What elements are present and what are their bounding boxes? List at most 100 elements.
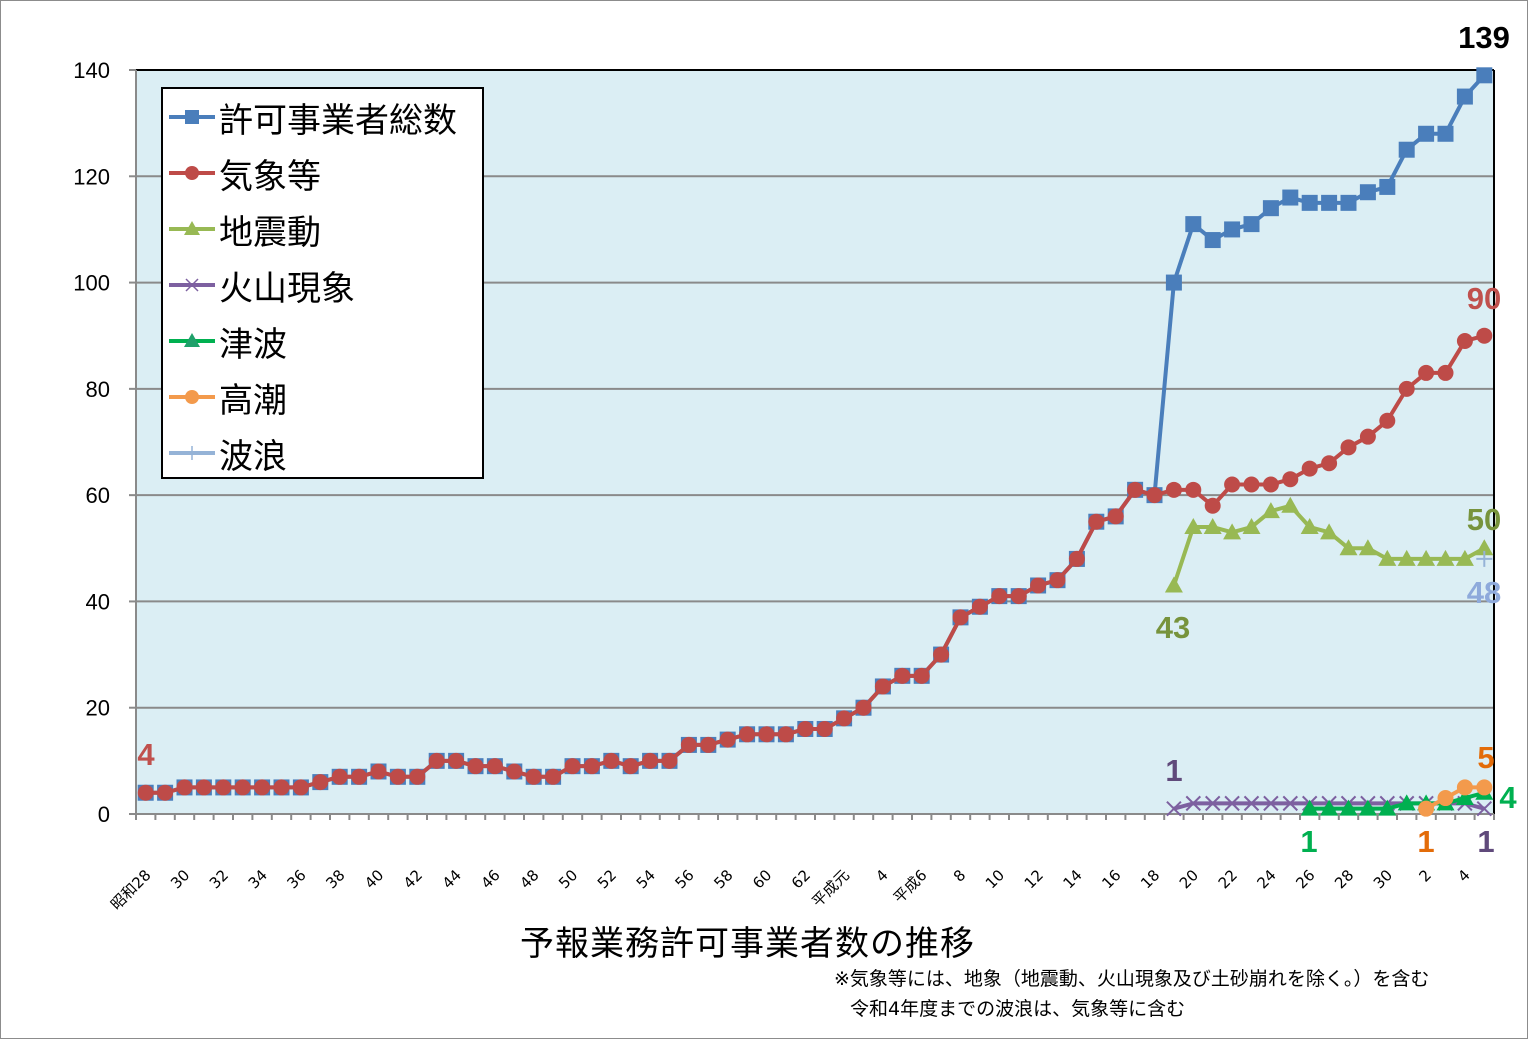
circle-marker xyxy=(428,752,445,769)
x-tick-label: 54 xyxy=(633,866,659,892)
x-marker xyxy=(1224,795,1240,812)
legend-item-earthquake: 地震動 xyxy=(163,201,321,257)
square-marker xyxy=(1282,189,1299,206)
square-marker xyxy=(1204,232,1221,249)
x-marker xyxy=(1282,795,1299,812)
circle-marker xyxy=(545,768,562,785)
circle-marker xyxy=(1359,428,1376,445)
x-tick-label: 46 xyxy=(477,866,503,892)
circle-marker xyxy=(215,779,232,796)
circle-marker xyxy=(157,784,174,801)
legend-triangle-marker-icon xyxy=(169,221,215,235)
series-5 xyxy=(1418,779,1493,817)
circle-marker xyxy=(971,598,988,615)
x-tick-label: 50 xyxy=(555,866,581,892)
circle-marker xyxy=(370,763,387,780)
y-tick-label: 40 xyxy=(86,589,110,614)
legend-label: 火山現象 xyxy=(219,268,355,309)
circle-marker xyxy=(351,768,368,785)
legend-circle-marker-icon xyxy=(169,166,215,180)
circle-marker xyxy=(1146,487,1163,504)
triangle-marker xyxy=(1358,799,1377,816)
circle-marker xyxy=(855,699,872,716)
circle-marker xyxy=(1010,588,1027,605)
legend-x-marker-icon xyxy=(169,278,215,292)
legend-square-marker-icon xyxy=(169,110,215,124)
x-tick-label: 48 xyxy=(516,866,542,892)
legend-item-volcano: 火山現象 xyxy=(163,257,355,313)
circle-marker xyxy=(1185,481,1202,498)
circle-marker xyxy=(1107,508,1124,525)
y-tick-label: 60 xyxy=(86,483,110,508)
x-tick-label: 平成元 xyxy=(808,866,853,911)
legend-label: 許可事業者総数 xyxy=(219,100,457,141)
x-marker xyxy=(1476,800,1493,817)
circle-marker xyxy=(1301,460,1318,477)
legend-item-storm-surge: 高潮 xyxy=(163,369,287,425)
triangle-marker xyxy=(1242,518,1261,535)
circle-marker xyxy=(1340,439,1357,456)
x-tick-label: 30 xyxy=(1370,866,1396,892)
series-2 xyxy=(1164,496,1494,593)
square-marker xyxy=(1476,67,1493,84)
circle-marker xyxy=(1437,364,1454,381)
x-marker xyxy=(1204,795,1221,812)
data-label: 48 xyxy=(1467,575,1501,610)
circle-marker xyxy=(234,779,251,796)
x-tick-label: 34 xyxy=(245,866,271,892)
x-tick-label: 昭和28 xyxy=(107,866,154,913)
x-tick-label: 30 xyxy=(167,866,193,892)
circle-marker xyxy=(952,609,969,626)
triangle-marker xyxy=(1378,799,1397,816)
circle-marker xyxy=(1030,577,1047,594)
data-label: 139 xyxy=(1458,20,1510,55)
x-tick-label: 16 xyxy=(1098,866,1124,892)
triangle-marker xyxy=(1455,549,1474,566)
x-tick-label: 10 xyxy=(982,866,1008,892)
x-marker xyxy=(1263,795,1279,812)
x-marker xyxy=(1166,800,1182,817)
x-tick-label: 52 xyxy=(594,866,620,892)
circle-marker xyxy=(913,667,930,684)
circle-marker xyxy=(1282,471,1299,488)
circle-marker xyxy=(1049,572,1066,589)
y-tick-label: 120 xyxy=(73,164,110,189)
legend-triangle-marker-icon xyxy=(169,333,215,347)
circle-marker xyxy=(1456,779,1473,796)
circle-marker xyxy=(564,758,581,775)
triangle-marker xyxy=(1184,518,1203,535)
x-tick-label: 58 xyxy=(710,866,736,892)
square-marker xyxy=(1185,216,1202,233)
circle-marker xyxy=(1127,481,1144,498)
circle-marker xyxy=(836,710,853,727)
x-tick-label: 28 xyxy=(1331,866,1357,892)
square-marker xyxy=(1418,125,1435,142)
circle-marker xyxy=(1088,513,1105,530)
circle-marker xyxy=(1321,455,1338,472)
y-tick-label: 0 xyxy=(98,802,110,827)
circle-marker xyxy=(1068,550,1085,567)
x-tick-label: 42 xyxy=(400,866,426,892)
legend-circle-marker-icon xyxy=(169,390,215,404)
circle-marker xyxy=(254,779,271,796)
triangle-marker xyxy=(1164,576,1183,593)
x-tick-label: 14 xyxy=(1059,866,1085,892)
circle-marker xyxy=(486,758,503,775)
data-label: 1 xyxy=(1477,824,1494,859)
square-marker xyxy=(1262,200,1279,217)
square-marker xyxy=(1165,274,1182,291)
triangle-marker xyxy=(1475,539,1494,556)
circle-marker xyxy=(680,736,697,753)
square-marker xyxy=(1243,216,1260,233)
data-label: 1 xyxy=(1417,824,1434,859)
circle-marker xyxy=(816,720,833,737)
circle-marker xyxy=(195,779,212,796)
plus-marker xyxy=(1476,550,1493,567)
circle-marker xyxy=(1418,364,1435,381)
circle-marker xyxy=(525,768,542,785)
circle-marker xyxy=(273,779,290,796)
triangle-marker xyxy=(1300,518,1319,535)
y-tick-label: 100 xyxy=(73,271,110,296)
circle-marker xyxy=(661,752,678,769)
circle-marker xyxy=(991,588,1008,605)
